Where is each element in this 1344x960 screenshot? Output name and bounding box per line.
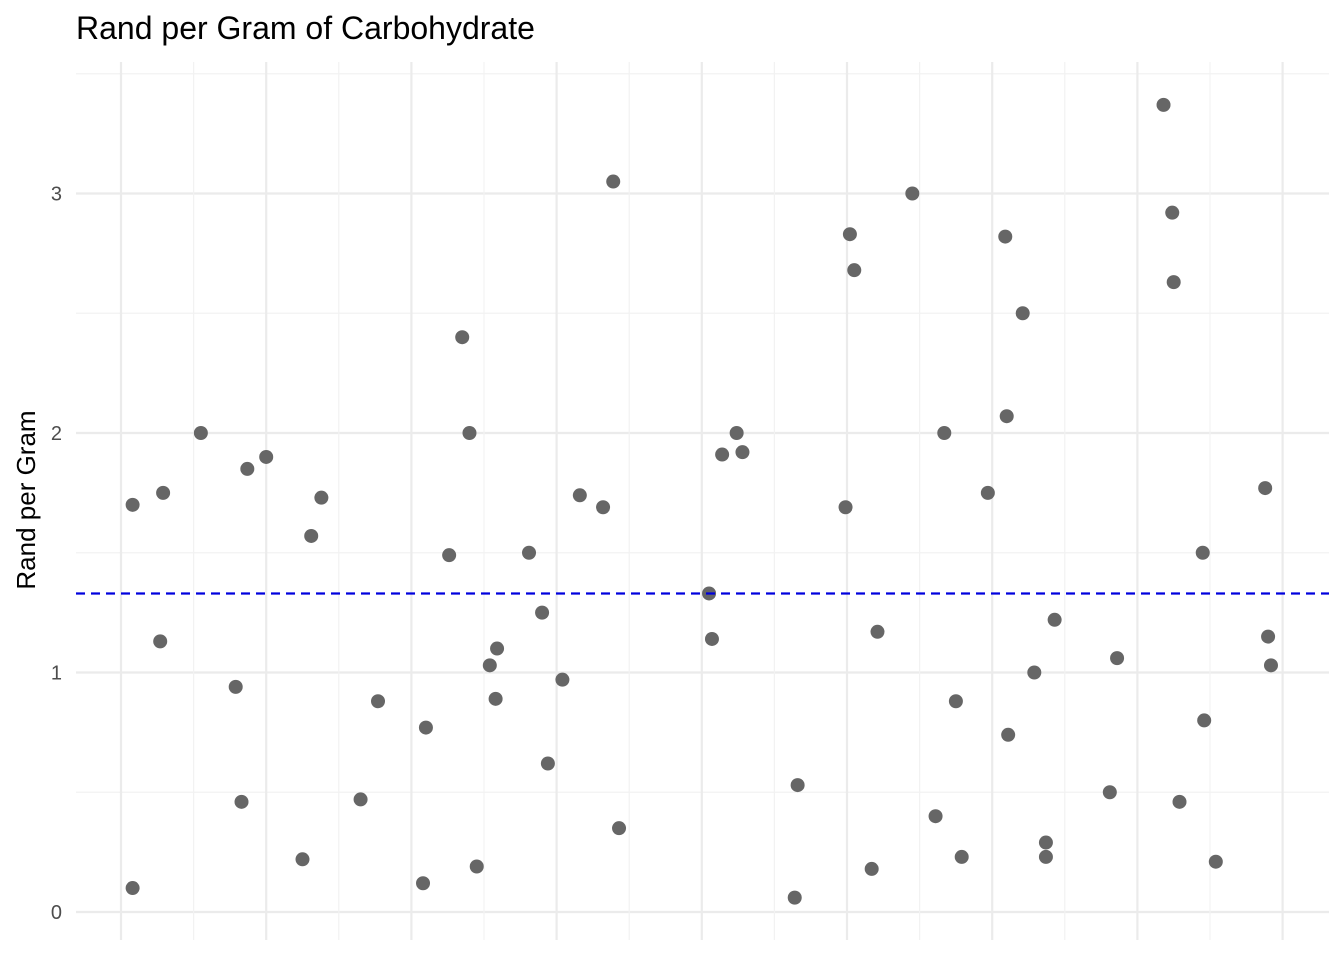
data-point — [535, 605, 550, 620]
data-point — [442, 548, 457, 563]
y-tick-label: 3 — [51, 184, 62, 206]
data-point — [954, 849, 969, 864]
y-tick-labels: 0 1 2 3 — [51, 184, 62, 925]
data-point — [937, 426, 952, 440]
data-point — [259, 449, 274, 464]
data-point — [295, 852, 310, 867]
data-point — [1208, 854, 1223, 869]
data-point — [787, 890, 802, 905]
data-point — [999, 409, 1014, 424]
data-point — [847, 263, 862, 278]
data-point — [1001, 727, 1016, 742]
y-tick-label: 1 — [51, 663, 62, 685]
data-point — [418, 720, 433, 735]
data-point — [304, 528, 319, 543]
data-point — [153, 634, 168, 649]
y-axis-label: Rand per Gram — [11, 410, 41, 589]
data-point — [1261, 629, 1276, 644]
data-point — [462, 426, 477, 440]
data-point — [1038, 835, 1053, 850]
data-point — [228, 679, 243, 694]
grid-layer — [76, 62, 1329, 940]
data-point — [371, 694, 386, 709]
data-point — [125, 881, 140, 896]
data-point — [729, 426, 744, 440]
data-point — [1195, 545, 1210, 560]
data-point — [790, 778, 805, 793]
data-point — [522, 545, 537, 560]
data-point — [240, 461, 255, 476]
data-point — [156, 485, 171, 500]
y-tick-label: 2 — [51, 423, 62, 445]
data-point — [715, 447, 730, 462]
data-points — [125, 97, 1278, 905]
data-point — [1258, 481, 1273, 496]
data-point — [1166, 275, 1181, 290]
data-point — [980, 485, 995, 500]
data-point — [1102, 785, 1117, 800]
y-tick-label: 0 — [51, 902, 62, 924]
data-point — [606, 174, 621, 189]
data-point — [1027, 665, 1042, 680]
data-point — [1165, 205, 1180, 220]
data-point — [998, 229, 1013, 244]
data-point — [488, 691, 503, 706]
data-point — [905, 186, 920, 201]
data-point — [928, 809, 943, 824]
data-point — [490, 641, 505, 656]
data-point — [735, 445, 750, 460]
data-point — [572, 488, 587, 503]
data-point — [353, 792, 368, 807]
data-point — [555, 672, 570, 687]
data-point — [193, 426, 208, 440]
data-point — [314, 490, 329, 505]
data-point — [455, 330, 470, 345]
data-point — [1110, 651, 1125, 666]
data-point — [838, 500, 853, 515]
data-point — [1156, 97, 1171, 112]
data-point — [125, 497, 140, 512]
data-point — [948, 694, 963, 709]
data-point — [612, 821, 627, 836]
data-point — [540, 756, 555, 771]
data-point — [1172, 794, 1187, 809]
data-point — [1015, 306, 1030, 321]
data-point — [1263, 658, 1278, 673]
data-point — [234, 794, 249, 809]
data-point — [482, 658, 497, 673]
data-point — [842, 227, 857, 242]
data-point — [469, 859, 484, 874]
data-point — [596, 500, 611, 515]
data-point — [704, 631, 719, 646]
data-point — [416, 876, 431, 891]
data-point — [1038, 849, 1053, 864]
data-point — [870, 624, 885, 639]
data-point — [1197, 713, 1212, 728]
data-point — [1047, 612, 1062, 627]
data-point — [864, 861, 879, 876]
chart-title: Rand per Gram of Carbohydrate — [76, 10, 535, 46]
